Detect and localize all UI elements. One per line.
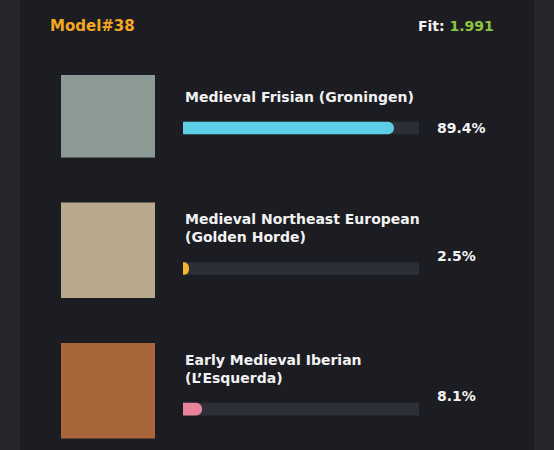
svg-text:Medieval Frisian (Groningen): Medieval Frisian (Groningen) [185, 89, 414, 105]
svg-text:Model#38: Model#38 [50, 17, 135, 35]
svg-text:Early Medieval Iberian(L’Esque: Early Medieval Iberian(L’Esquerda) [185, 352, 362, 386]
svg-text:89.4%: 89.4% [437, 120, 486, 136]
svg-text:8.1%: 8.1% [437, 388, 476, 404]
svg-text:2.5%: 2.5% [437, 248, 476, 264]
svg-text:Fit: 1.991: Fit: 1.991 [418, 18, 494, 34]
svg-text:Medieval Northeast European(Go: Medieval Northeast European(Golden Horde… [185, 211, 420, 245]
